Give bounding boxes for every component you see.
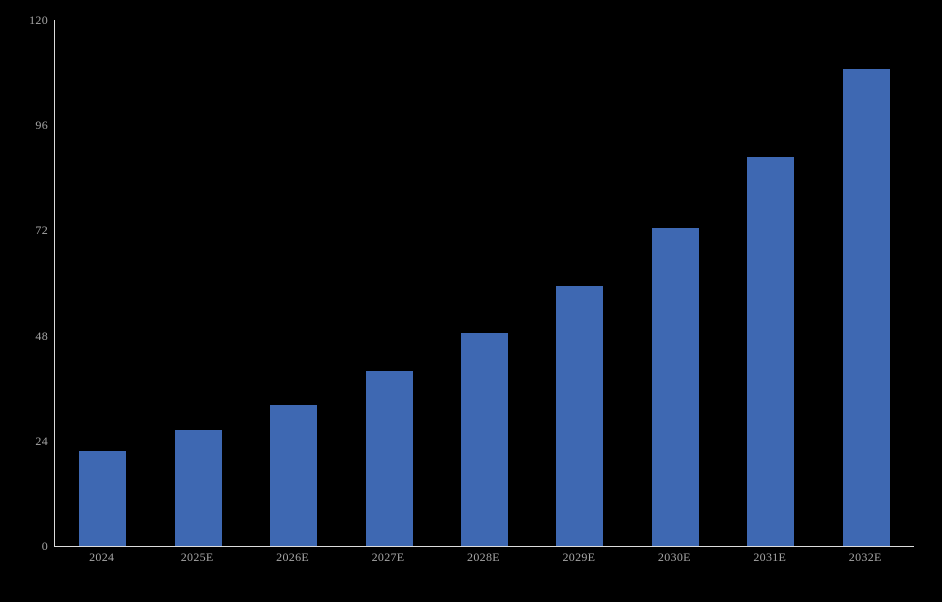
y-axis-tick-label: 24 [35, 433, 48, 448]
bar-2030E [651, 227, 699, 546]
x-axis-tick-label: 2024 [89, 550, 115, 564]
bar-2032E [842, 69, 890, 546]
x-axis-tick-label: 2025E [180, 550, 214, 564]
y-axis-labels: 0 24 48 72 96 120 [0, 0, 48, 602]
y-axis-tick-label: 72 [35, 223, 48, 238]
y-axis-tick-label: 96 [35, 118, 48, 133]
x-axis-tick-label: 2027E [371, 550, 405, 564]
bar-2028E [460, 332, 508, 546]
x-axis-tick-label: 2032E [848, 550, 882, 564]
x-axis-labels: 2024 2025E 2026E 2027E 2028E 2029E 2030E 2031E 2… [54, 551, 913, 563]
x-axis-tick-label: 2029E [562, 550, 596, 564]
y-axis-tick-label: 0 [41, 539, 48, 553]
bar-2031E [747, 156, 795, 546]
x-axis-tick-label: 2030E [657, 550, 691, 564]
x-axis-tick-label: 2031E [753, 550, 787, 564]
x-axis-tick-label: 2026E [276, 550, 310, 564]
bar-2024 [79, 451, 127, 546]
bars [55, 20, 914, 546]
y-axis-tick-label: 48 [35, 328, 48, 343]
bar-2029E [556, 285, 604, 546]
bar-2025E [174, 429, 222, 546]
y-axis-tick-label: 120 [29, 13, 48, 27]
plot-area [54, 20, 914, 547]
bar-2026E [270, 404, 318, 546]
x-axis-tick-label: 2028E [467, 550, 500, 564]
bar-2027E [365, 370, 413, 546]
